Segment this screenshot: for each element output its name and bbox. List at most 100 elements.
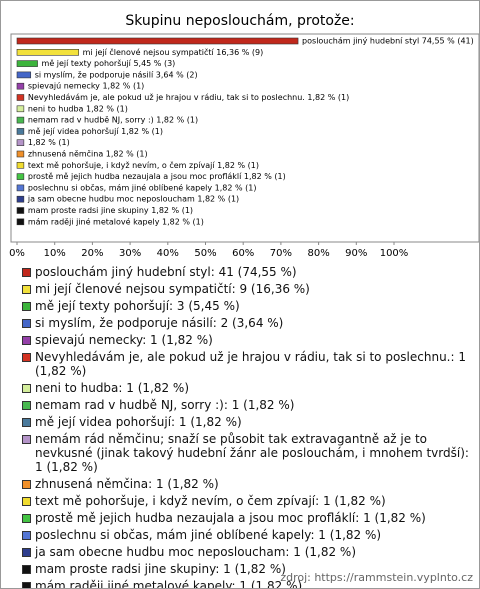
bar — [16, 173, 25, 180]
bar — [16, 150, 25, 158]
bar-label: ja sam obecne hudbu moc neposloucham 1,8… — [27, 195, 239, 204]
bar-label: text mě pohoršuje, i když nevím, o čem z… — [28, 160, 259, 170]
legend-swatch — [22, 285, 31, 294]
legend-item: poslouchám jiný hudební styl: 41 (74,55 … — [22, 265, 475, 279]
bar — [16, 218, 25, 226]
legend-swatch — [22, 531, 31, 540]
legend-item: mi její členové nejsou sympatičtí: 9 (16… — [22, 282, 475, 296]
legend-label: mám raději jiné metalové kapely: 1 (1,82… — [35, 579, 303, 589]
bar — [16, 94, 25, 101]
legend-item: mam proste radsi jine skupiny: 1 (1,82 %… — [22, 562, 475, 576]
bar-label: spievajú nemecky 1,82 % (1) — [28, 82, 144, 91]
legend-label: prostě mě jejich hudba nezaujala a jsou … — [35, 511, 426, 525]
legend-label: mam proste radsi jine skupiny: 1 (1,82 %… — [35, 562, 286, 576]
legend-swatch — [22, 480, 31, 489]
bar-label: poslechnu si občas, mám jiné oblíbené ka… — [28, 182, 257, 192]
legend-swatch — [22, 353, 31, 362]
legend-label: poslouchám jiný hudební styl: 41 (74,55 … — [35, 265, 297, 279]
legend-item: spievajú nemecky: 1 (1,82 %) — [22, 333, 475, 347]
legend-label: Nevyhledávám je, ale pokud už je hrajou … — [35, 350, 466, 378]
x-tick-label: 10% — [44, 248, 66, 259]
legend-label: mě její texty pohoršují: 3 (5,45 %) — [35, 299, 240, 313]
legend-item: Nevyhledávám je, ale pokud už je hrajou … — [22, 350, 475, 378]
bar-label: mám raději jiné metalové kapely 1,82 % (… — [28, 216, 204, 226]
legend-label: nemám rád němčinu; snaží se působit tak … — [35, 432, 469, 474]
legend-label: spievajú nemecky: 1 (1,82 %) — [35, 333, 213, 347]
legend-item: mě její texty pohoršují: 3 (5,45 %) — [22, 299, 475, 313]
x-tick-label: 0% — [9, 248, 25, 259]
legend-swatch — [22, 565, 31, 574]
legend-label: neni to hudba: 1 (1,82 %) — [35, 381, 190, 395]
legend-label: si myslím, že podporuje násilí: 2 (3,64 … — [35, 316, 284, 330]
bar — [16, 162, 25, 169]
bar — [16, 105, 25, 113]
bar — [16, 48, 79, 56]
bar-label: poslouchám jiný hudební styl 74,55 % (41… — [302, 37, 474, 46]
plot-frame — [10, 33, 479, 243]
legend-label: ja sam obecne hudbu moc neposloucham: 1 … — [35, 545, 356, 559]
legend-swatch — [22, 319, 31, 328]
legend-item: ja sam obecne hudbu moc neposloucham: 1 … — [22, 545, 475, 559]
x-tick-label: 80% — [307, 248, 329, 259]
bar-label: prostě mě jejich hudba nezaujala a jsou … — [28, 172, 286, 181]
legend-swatch — [22, 418, 31, 427]
bar-label: mě její texty pohoršují 5,45 % (3) — [42, 58, 176, 68]
legend-item: text mě pohoršuje, i když nevím, o čem z… — [22, 494, 475, 508]
legend-swatch — [22, 384, 31, 393]
bar — [16, 37, 299, 45]
legend-swatch — [22, 401, 31, 410]
bar — [16, 207, 25, 214]
bar-label: mi její členové nejsou sympatičtí 16,36 … — [83, 47, 264, 57]
legend-swatch — [22, 435, 31, 444]
x-tick-label: 30% — [119, 248, 141, 259]
legend-swatch — [22, 582, 31, 588]
legend-item: poslechnu si občas, mám jiné oblíbené ka… — [22, 528, 475, 542]
x-tick-label: 90% — [345, 248, 367, 259]
legend: poslouchám jiný hudební styl: 41 (74,55 … — [22, 265, 475, 589]
bar — [16, 195, 25, 203]
x-tick-label: 50% — [194, 248, 216, 259]
legend-item: nemam rad v hudbě NJ, sorry :): 1 (1,82 … — [22, 398, 475, 412]
source: zdroj: https://rammstein.vyplnto.cz — [280, 571, 473, 584]
chart: Skupinu neposlouchám, protože: 0% 10% 20% 3… — [9, 13, 479, 259]
bar — [16, 71, 32, 79]
legend-label: poslechnu si občas, mám jiné oblíbené ka… — [35, 528, 382, 542]
bar — [16, 128, 25, 135]
legend-label: mi její členové nejsou sympatičtí: 9 (16… — [35, 282, 310, 296]
legend-swatch — [22, 302, 31, 311]
legend-item: mám raději jiné metalové kapely: 1 (1,82… — [22, 579, 475, 589]
bar — [16, 116, 25, 124]
chart-title: Skupinu neposlouchám, protože: — [125, 13, 354, 29]
legend-label: nemam rad v hudbě NJ, sorry :): 1 (1,82 … — [35, 398, 295, 412]
bar — [16, 184, 25, 192]
bar-label: si myslím, že podporuje násilí 3,64 % (2… — [35, 70, 198, 79]
x-tick-label: 20% — [81, 248, 103, 259]
legend-label: zhnusená němčina: 1 (1,82 %) — [35, 477, 219, 491]
bar — [16, 60, 38, 67]
legend-item: si myslím, že podporuje násilí: 2 (3,64 … — [22, 316, 475, 330]
legend-item: mě její videa pohoršují: 1 (1,82 %) — [22, 415, 475, 429]
bar-label: neni to hudba 1,82 % (1) — [28, 104, 128, 113]
legend-label: mě její videa pohoršují: 1 (1,82 %) — [35, 415, 242, 429]
bar — [16, 82, 25, 90]
legend-swatch — [22, 336, 31, 345]
legend-item: neni to hudba: 1 (1,82 %) — [22, 381, 475, 395]
bar-label: nemam rad v hudbě NJ, sorry :) 1,82 % (1… — [28, 116, 198, 125]
legend-label: text mě pohoršuje, i když nevím, o čem z… — [35, 494, 386, 508]
x-tick-label: 40% — [157, 248, 179, 259]
legend-swatch — [22, 548, 31, 557]
bar-label: zhnusená němčina 1,82 % (1) — [28, 149, 148, 159]
bar-label: Nevyhledávám je, ale pokud už je hrajou … — [28, 93, 349, 102]
bar-label: mě její videa pohoršují 1,82 % (1) — [28, 126, 163, 136]
legend-item: prostě mě jejich hudba nezaujala a jsou … — [22, 511, 475, 525]
x-tick-label: 60% — [232, 248, 254, 259]
bar-label: 1,82 % (1) — [28, 138, 70, 147]
legend-swatch — [22, 497, 31, 506]
x-tick-label: 100% — [380, 248, 409, 259]
x-tick-label: 70% — [270, 248, 292, 259]
bar — [16, 139, 25, 146]
bar-label: mam proste radsi jine skupiny 1,82 % (1) — [28, 206, 193, 215]
legend-swatch — [22, 268, 31, 277]
legend-swatch — [22, 514, 31, 523]
